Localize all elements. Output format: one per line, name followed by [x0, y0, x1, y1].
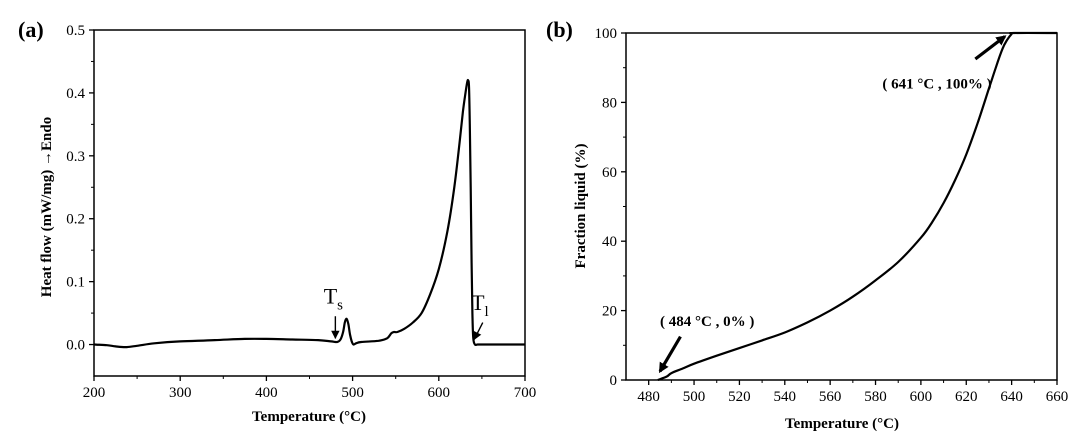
panel-b-x-tick-label: 560	[819, 389, 842, 405]
panel-b-label: (b)	[546, 17, 573, 42]
panel-b-x-tick-label: 600	[910, 389, 933, 405]
panel-a-x-axis-title: Temperature (°C)	[252, 409, 366, 425]
panel-a-y-tick-label: 0.0	[66, 338, 85, 354]
panel-a-y-tick-label: 0.4	[66, 86, 85, 102]
panel-b-annotation-arrow	[974, 35, 1007, 61]
panel-b-x-axis-title: Temperature (°C)	[785, 416, 899, 432]
panel-a-x-tick-label: 300	[169, 385, 192, 401]
panel-b-x-tick-label: 640	[1000, 389, 1023, 405]
panel-b-y-tick-label: 80	[602, 95, 617, 111]
panel-b-annotation-label: ( 484 °C , 0% )	[660, 314, 754, 330]
panel-a-heat-flow-line	[93, 78, 525, 349]
panel-a-ticks: 200 300 400 500 600 700 0.0 0.1 0.2 0.3 0.4 0.5	[66, 23, 536, 401]
panel-b-y-tick-label: 100	[595, 26, 618, 42]
panel-b-y-tick-label: 60	[602, 165, 617, 181]
panel-a-y-tick-label: 0.2	[66, 212, 85, 228]
panel-a-x-tick-label: 200	[83, 385, 106, 401]
panel-a-x-tick-label: 600	[428, 385, 451, 401]
panel-a-x-tick-label: 400	[255, 385, 278, 401]
panel-a-x-tick-label: 500	[341, 385, 364, 401]
panel-b-x-tick-label: 620	[955, 389, 978, 405]
panel-a-y-tick-label: 0.1	[66, 275, 85, 291]
panel-a-heat-flow-chart: (a) 200 300 400 500 600 700 0.0 0.1 0.2 0.3 0.4 0.5…	[18, 17, 536, 425]
panel-a-temperature-marker-label: Tl	[471, 290, 489, 320]
panel-b-annotation-arrow	[658, 335, 682, 374]
panel-a-y-tick-label: 0.3	[66, 149, 85, 165]
panel-b-x-tick-label: 540	[774, 389, 797, 405]
panel-b-annotation-label: ( 641 °C , 100% )	[882, 77, 991, 93]
panel-b-y-tick-label: 40	[602, 234, 617, 250]
panel-b-x-tick-label: 480	[637, 389, 660, 405]
panel-b-fraction-liquid-chart: (b) 480 500 520 540 560 580 600 620 640 660 0 20 40 6…	[546, 17, 1068, 432]
panel-b-annotations: ( 484 °C , 0% ) ( 641 °C , 100% )	[658, 35, 1007, 374]
panel-b-x-tick-label: 520	[728, 389, 751, 405]
panel-a-annotations: Ts Tl	[324, 284, 489, 341]
panel-b-y-axis-title: Fraction liquid (%)	[573, 143, 589, 268]
panel-b-x-tick-label: 500	[683, 389, 706, 405]
panel-a-annotation-arrow	[473, 322, 484, 341]
panel-b-y-tick-label: 0	[610, 373, 618, 389]
panel-b-x-tick-label: 580	[864, 389, 887, 405]
panel-a-y-axis-title: Heat flow (mW/mg) →Endo	[39, 117, 55, 297]
panel-a-temperature-marker-label: Ts	[324, 284, 343, 314]
panel-a-label: (a)	[18, 17, 44, 42]
panel-a-y-tick-label: 0.5	[66, 23, 85, 39]
panel-a-x-tick-label: 700	[514, 385, 537, 401]
panel-b-y-tick-label: 20	[602, 304, 617, 320]
panel-b-x-tick-label: 660	[1046, 389, 1069, 405]
panel-b-fraction-liquid-line	[657, 31, 1058, 382]
panel-b-ticks: 480 500 520 540 560 580 600 620 640 660 0 20 40 60 80 1…	[595, 26, 1069, 405]
panel-a-plot-frame	[93, 29, 526, 377]
